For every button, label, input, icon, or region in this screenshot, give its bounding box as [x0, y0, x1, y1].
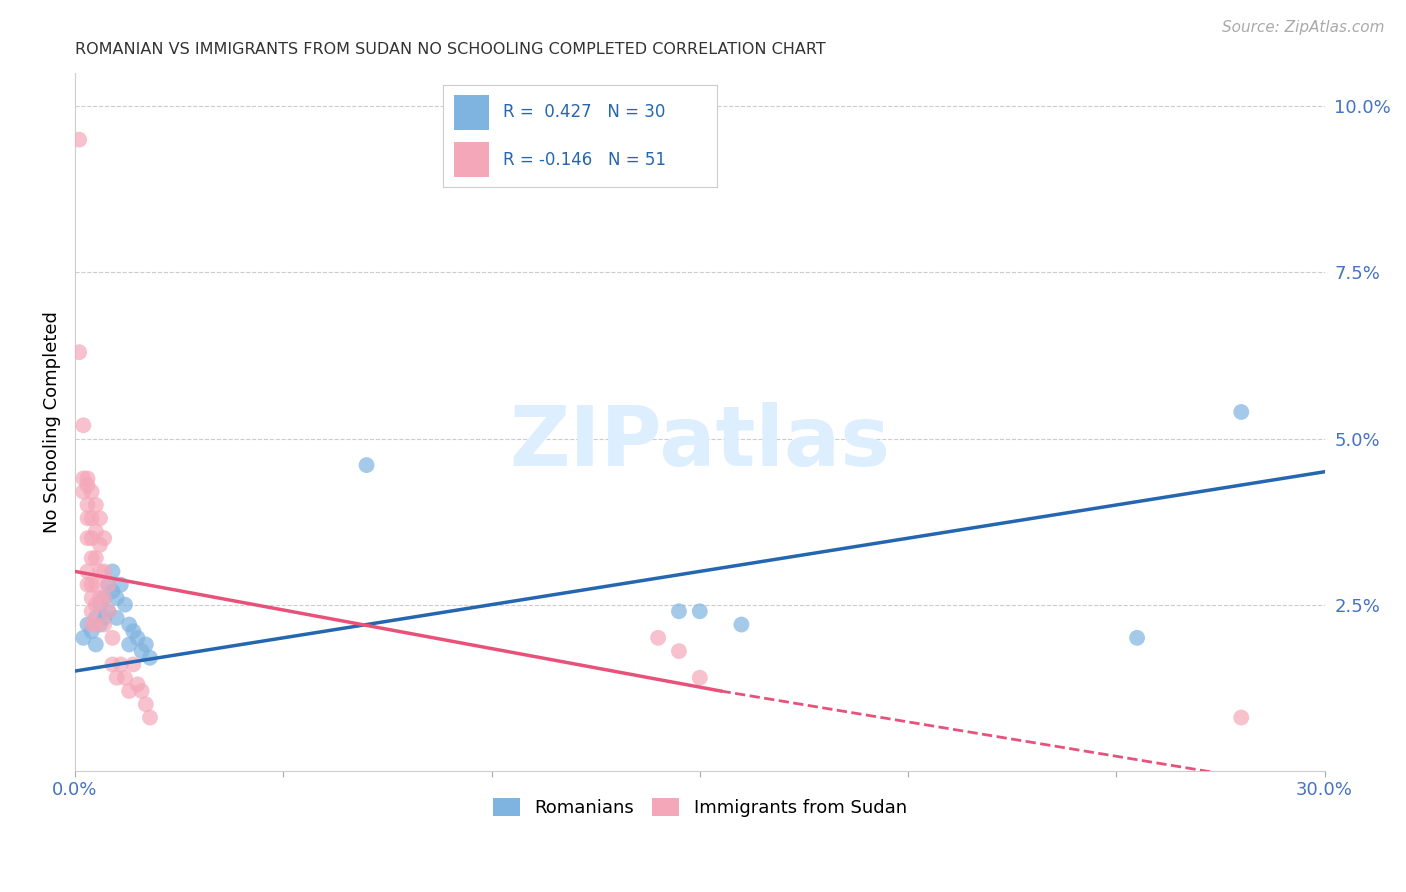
- Point: [114, 671, 136, 685]
- Point: [101, 631, 124, 645]
- Point: [89, 591, 111, 605]
- Point: [689, 671, 711, 685]
- Point: [127, 677, 149, 691]
- Point: [122, 657, 145, 672]
- Point: [127, 631, 149, 645]
- Point: [118, 617, 141, 632]
- Point: [105, 671, 128, 685]
- Point: [80, 551, 103, 566]
- Point: [689, 604, 711, 618]
- Point: [356, 458, 378, 472]
- Point: [80, 531, 103, 545]
- Point: [89, 565, 111, 579]
- Point: [80, 624, 103, 639]
- Text: R = -0.146   N = 51: R = -0.146 N = 51: [503, 151, 666, 169]
- Point: [76, 565, 98, 579]
- Point: [97, 604, 120, 618]
- FancyBboxPatch shape: [454, 142, 489, 177]
- Point: [80, 604, 103, 618]
- Point: [114, 598, 136, 612]
- Point: [139, 650, 162, 665]
- Point: [647, 631, 669, 645]
- Point: [93, 611, 115, 625]
- Point: [97, 577, 120, 591]
- Point: [93, 617, 115, 632]
- Text: R =  0.427   N = 30: R = 0.427 N = 30: [503, 103, 665, 121]
- Point: [80, 577, 103, 591]
- Point: [1230, 405, 1253, 419]
- Point: [72, 471, 94, 485]
- Point: [1126, 631, 1149, 645]
- Point: [84, 617, 107, 632]
- Point: [93, 591, 115, 605]
- Point: [135, 698, 157, 712]
- Point: [139, 710, 162, 724]
- Point: [84, 638, 107, 652]
- Point: [101, 657, 124, 672]
- Point: [110, 657, 132, 672]
- Point: [76, 531, 98, 545]
- Text: ROMANIAN VS IMMIGRANTS FROM SUDAN NO SCHOOLING COMPLETED CORRELATION CHART: ROMANIAN VS IMMIGRANTS FROM SUDAN NO SCH…: [75, 42, 825, 57]
- Point: [84, 611, 107, 625]
- Point: [118, 638, 141, 652]
- Legend: Romanians, Immigrants from Sudan: Romanians, Immigrants from Sudan: [485, 790, 914, 824]
- Point: [110, 577, 132, 591]
- Point: [1230, 710, 1253, 724]
- Point: [76, 511, 98, 525]
- Point: [84, 598, 107, 612]
- Point: [105, 591, 128, 605]
- Y-axis label: No Schooling Completed: No Schooling Completed: [44, 311, 60, 533]
- Point: [668, 604, 690, 618]
- Point: [122, 624, 145, 639]
- Point: [97, 604, 120, 618]
- Point: [84, 524, 107, 539]
- Point: [131, 644, 153, 658]
- Point: [135, 638, 157, 652]
- Point: [76, 617, 98, 632]
- FancyBboxPatch shape: [454, 95, 489, 130]
- Point: [72, 418, 94, 433]
- Point: [93, 565, 115, 579]
- Point: [93, 531, 115, 545]
- Point: [118, 684, 141, 698]
- Point: [76, 577, 98, 591]
- Point: [76, 471, 98, 485]
- Point: [80, 591, 103, 605]
- Point: [72, 484, 94, 499]
- Point: [80, 511, 103, 525]
- Text: ZIPatlas: ZIPatlas: [509, 402, 890, 483]
- Point: [84, 577, 107, 591]
- Point: [84, 551, 107, 566]
- Point: [97, 577, 120, 591]
- Point: [67, 133, 90, 147]
- Point: [76, 478, 98, 492]
- Point: [730, 617, 752, 632]
- Point: [89, 538, 111, 552]
- Point: [84, 498, 107, 512]
- Point: [668, 644, 690, 658]
- Point: [93, 591, 115, 605]
- Point: [101, 584, 124, 599]
- Point: [72, 631, 94, 645]
- Point: [89, 598, 111, 612]
- Point: [89, 511, 111, 525]
- Point: [67, 345, 90, 359]
- Point: [80, 617, 103, 632]
- Point: [101, 565, 124, 579]
- Point: [131, 684, 153, 698]
- Point: [76, 498, 98, 512]
- Point: [105, 611, 128, 625]
- Point: [80, 484, 103, 499]
- Point: [89, 617, 111, 632]
- Text: Source: ZipAtlas.com: Source: ZipAtlas.com: [1222, 20, 1385, 35]
